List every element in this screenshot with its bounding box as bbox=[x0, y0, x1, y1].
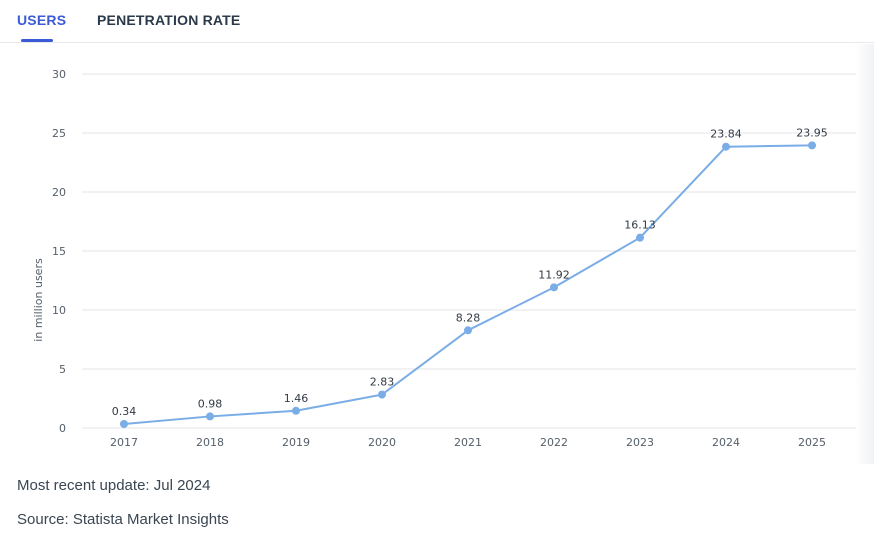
y-tick-label: 0 bbox=[59, 422, 66, 435]
y-tick-label: 15 bbox=[52, 245, 66, 258]
data-label: 1.46 bbox=[284, 392, 309, 405]
tab-penetration-rate[interactable]: PENETRATION RATE bbox=[97, 12, 241, 28]
data-label: 0.98 bbox=[198, 397, 223, 410]
source-note: Source: Statista Market Insights bbox=[17, 511, 229, 528]
y-axis-ticks: 0 5 10 15 20 25 30 bbox=[52, 68, 66, 435]
scroll-fade bbox=[854, 44, 874, 464]
data-labels: 0.34 0.98 1.46 2.83 8.28 11.92 16.13 23.84 23.95 bbox=[112, 126, 828, 418]
data-label: 23.84 bbox=[710, 128, 742, 141]
tab-users[interactable]: USERS bbox=[17, 12, 67, 28]
data-points bbox=[120, 141, 816, 428]
x-tick-label: 2021 bbox=[454, 436, 482, 449]
data-label: 16.13 bbox=[624, 219, 656, 232]
data-label: 23.95 bbox=[796, 126, 828, 139]
x-tick-label: 2020 bbox=[368, 436, 396, 449]
data-label: 0.34 bbox=[112, 405, 137, 418]
x-tick-label: 2023 bbox=[626, 436, 654, 449]
data-point[interactable] bbox=[550, 283, 558, 292]
data-point[interactable] bbox=[120, 419, 128, 428]
data-point[interactable] bbox=[292, 406, 300, 415]
x-axis-ticks: 2017 2018 2019 2020 2021 2022 2023 2024 2025 bbox=[110, 436, 826, 449]
active-tab-indicator bbox=[21, 39, 53, 42]
data-point[interactable] bbox=[808, 141, 816, 150]
x-tick-label: 2018 bbox=[196, 436, 224, 449]
data-point[interactable] bbox=[636, 233, 644, 242]
y-tick-label: 30 bbox=[52, 68, 66, 81]
x-tick-label: 2017 bbox=[110, 436, 138, 449]
x-tick-label: 2024 bbox=[712, 436, 740, 449]
data-point[interactable] bbox=[206, 412, 214, 421]
y-tick-label: 25 bbox=[52, 127, 66, 140]
tab-bar: USERS PENETRATION RATE bbox=[0, 0, 874, 43]
x-tick-label: 2019 bbox=[282, 436, 310, 449]
data-point[interactable] bbox=[378, 390, 386, 399]
grid-lines bbox=[82, 73, 856, 429]
data-label: 11.92 bbox=[538, 268, 570, 281]
data-label: 2.83 bbox=[370, 376, 395, 389]
y-tick-label: 10 bbox=[52, 304, 66, 317]
y-axis-label: in million users bbox=[32, 258, 45, 342]
data-point[interactable] bbox=[464, 326, 472, 335]
series-line-users bbox=[123, 144, 813, 425]
x-tick-label: 2022 bbox=[540, 436, 568, 449]
data-point[interactable] bbox=[722, 142, 730, 151]
y-tick-label: 5 bbox=[59, 363, 66, 376]
update-note: Most recent update: Jul 2024 bbox=[17, 477, 211, 494]
y-tick-label: 20 bbox=[52, 186, 66, 199]
x-tick-label: 2025 bbox=[798, 436, 826, 449]
data-label: 8.28 bbox=[456, 311, 481, 324]
